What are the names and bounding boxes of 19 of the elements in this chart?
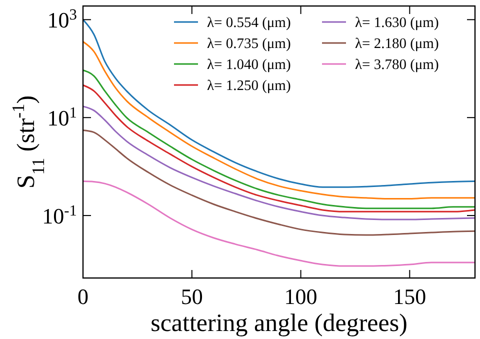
legend-label: λ= 2.180 (μm) — [355, 36, 439, 52]
line-series — [83, 130, 475, 236]
y-tick-label: 10$^{-1}$ — [42, 202, 77, 229]
legend-label: λ= 3.780 (μm) — [355, 57, 439, 73]
legend-label: λ= 1.040 (μm) — [207, 57, 291, 73]
x-tick-label: 0 — [78, 284, 88, 309]
x-tick-label: 50 — [180, 284, 203, 309]
y-tick-label: 10$^{1}$ — [47, 104, 77, 131]
line-series — [83, 18, 475, 188]
legend-label: λ= 1.250 (μm) — [207, 78, 291, 94]
x-tick-label: 150 — [393, 284, 426, 309]
legend-label: λ= 0.735 (μm) — [207, 36, 291, 52]
legend-label: λ= 1.630 (μm) — [355, 15, 439, 31]
x-tick-label: 100 — [284, 284, 318, 309]
line-series — [83, 106, 475, 220]
x-axis-title: scattering angle (degrees) — [150, 310, 408, 337]
y-tick-label: 10$^{3}$ — [47, 6, 78, 33]
legend-label: λ= 0.554 (μm) — [207, 15, 291, 31]
line-series — [83, 180, 475, 267]
